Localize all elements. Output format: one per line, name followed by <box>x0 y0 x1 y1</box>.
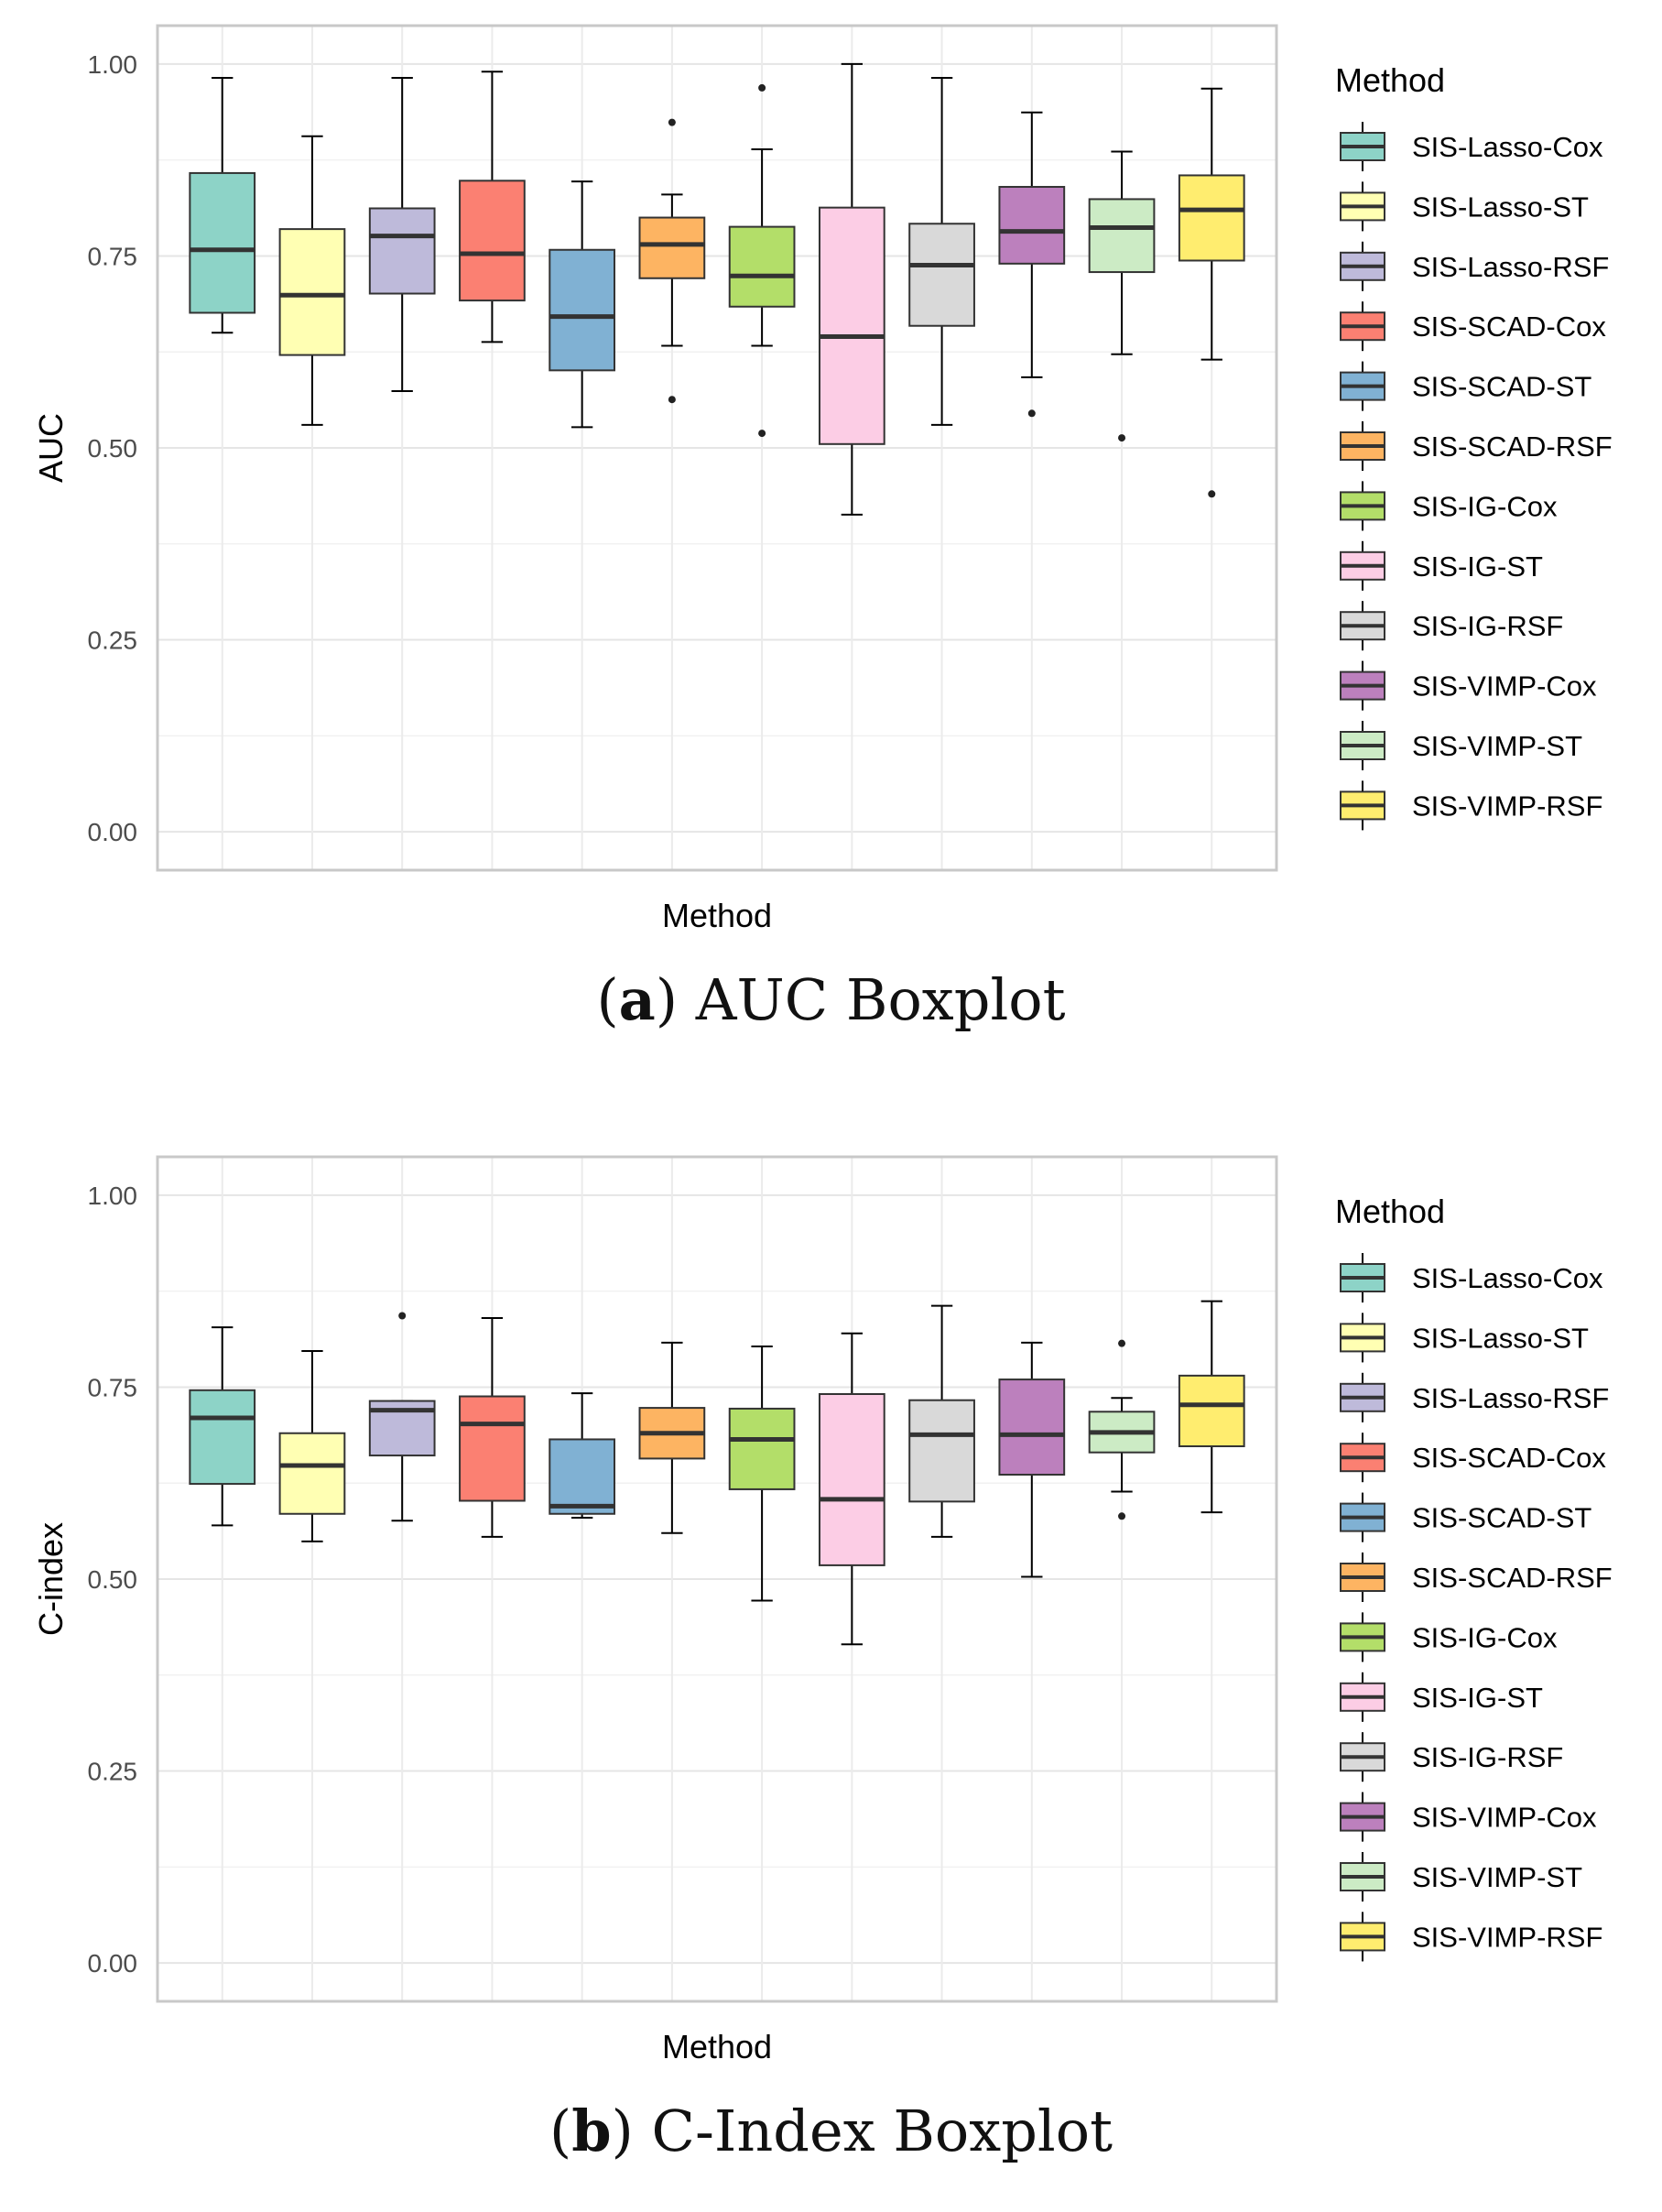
box-sis-ig-rsf <box>908 223 975 327</box>
x-axis-title: Method <box>662 897 772 934</box>
box-sis-ig-st <box>818 1392 885 1566</box>
legend-label: SIS-IG-Cox <box>1412 1621 1558 1653</box>
box-sis-scad-st <box>549 248 616 372</box>
legend-label: SIS-SCAD-ST <box>1412 1502 1591 1534</box>
legend-label: SIS-Lasso-Cox <box>1412 1262 1603 1294</box>
panel-border <box>156 1155 1278 2003</box>
box-sis-lasso-st <box>278 228 346 356</box>
box-sis-ig-st <box>818 206 885 445</box>
box-sis-vimp-cox <box>998 1378 1066 1476</box>
outlier-point <box>1118 1512 1126 1520</box>
legend-label: SIS-SCAD-RSF <box>1412 430 1613 463</box>
panel-border <box>156 24 1278 872</box>
box-sis-lasso-cox <box>189 1389 256 1486</box>
x-axis-title: Method <box>662 2028 772 2065</box>
legend-label: SIS-Lasso-ST <box>1412 1322 1589 1354</box>
y-tick-label: 0.00 <box>88 1949 138 1978</box>
outlier-point <box>1118 434 1126 442</box>
auc-boxplot: 0.00 0.25 0.50 0.75 1.00 Method AUC Method SIS-L… <box>32 24 1613 934</box>
box-sis-vimp-rsf <box>1178 174 1245 262</box>
box-sis-scad-st <box>549 1438 616 1515</box>
box-sis-lasso-st <box>278 1432 346 1515</box>
box-sis-vimp-cox <box>998 186 1066 265</box>
legend-label: SIS-VIMP-ST <box>1412 1861 1582 1893</box>
outlier-point <box>1208 490 1216 498</box>
box-sis-vimp-rsf <box>1178 1374 1245 1447</box>
legend-label: SIS-VIMP-Cox <box>1412 1802 1597 1834</box>
caption-auc: (a) AUC Boxplot <box>596 966 1066 1033</box>
box-sis-ig-rsf <box>908 1399 975 1503</box>
y-tick-label: 1.00 <box>88 50 138 79</box>
box-sis-lasso-cox <box>189 171 256 314</box>
outlier-point <box>668 118 676 126</box>
legend-label: SIS-VIMP-RSF <box>1412 1921 1602 1953</box>
legend-label: SIS-IG-ST <box>1412 550 1543 583</box>
legend-label: SIS-VIMP-ST <box>1412 730 1582 762</box>
y-tick-label: 0.50 <box>88 1565 138 1594</box>
caption-letter: a <box>618 966 656 1033</box>
outlier-point <box>758 430 766 438</box>
y-tick-label: 0.75 <box>88 1373 138 1401</box>
y-tick-label: 1.00 <box>88 1182 138 1210</box>
box-sis-ig-cox <box>728 1407 796 1490</box>
y-tick-label: 0.25 <box>88 1758 138 1786</box>
y-tick-label: 0.25 <box>88 627 138 655</box>
legend-label: SIS-SCAD-Cox <box>1412 311 1606 343</box>
y-axis-title: AUC <box>32 413 70 483</box>
legend-label: SIS-Lasso-Cox <box>1412 131 1603 163</box>
caption-cindex: (b) C-Index Boxplot <box>549 2098 1113 2164</box>
legend-label: SIS-IG-ST <box>1412 1682 1543 1714</box>
legend-title: Method <box>1335 61 1445 99</box>
legend-label: SIS-VIMP-RSF <box>1412 790 1602 822</box>
outlier-point <box>1118 1339 1126 1347</box>
legend-label: SIS-Lasso-RSF <box>1412 1382 1609 1414</box>
legend-label: SIS-SCAD-ST <box>1412 371 1591 403</box>
y-tick-label: 0.50 <box>88 434 138 463</box>
box-sis-scad-cox <box>459 1395 526 1502</box>
box-sis-scad-rsf <box>638 216 706 279</box>
legend-label: SIS-Lasso-RSF <box>1412 251 1609 283</box>
box-sis-scad-cox <box>459 180 526 302</box>
legend-label: SIS-IG-Cox <box>1412 490 1558 522</box>
caption-text: AUC Boxplot <box>695 966 1066 1033</box>
outlier-point <box>668 396 676 404</box>
y-axis-title: C-index <box>32 1522 70 1636</box>
box-sis-lasso-rsf <box>368 207 436 295</box>
legend-label: SIS-IG-RSF <box>1412 610 1563 642</box>
legend-title: Method <box>1335 1193 1445 1230</box>
legend-label: SIS-VIMP-Cox <box>1412 670 1597 703</box>
caption-text: C-Index Boxplot <box>651 2098 1113 2164</box>
cindex-boxplot: 0.00 0.25 0.50 0.75 1.00 Method C-index Method S… <box>32 1155 1613 2065</box>
outlier-point <box>398 1312 407 1320</box>
box-sis-ig-cox <box>728 225 796 308</box>
caption-letter: b <box>571 2098 612 2164</box>
box-sis-vimp-st <box>1088 198 1156 274</box>
legend-label: SIS-Lasso-ST <box>1412 191 1589 223</box>
legend-label: SIS-SCAD-RSF <box>1412 1562 1613 1594</box>
legend-label: SIS-SCAD-Cox <box>1412 1442 1606 1474</box>
outlier-point <box>1027 409 1036 418</box>
legend-label: SIS-IG-RSF <box>1412 1741 1563 1773</box>
y-tick-label: 0.00 <box>88 818 138 846</box>
y-tick-label: 0.75 <box>88 242 138 270</box>
outlier-point <box>758 83 766 92</box>
